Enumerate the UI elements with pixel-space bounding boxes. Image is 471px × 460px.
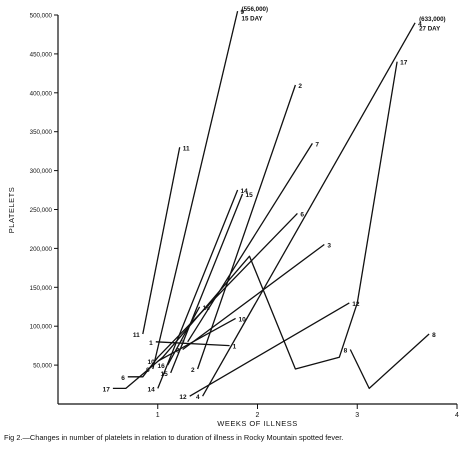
- chart-annotation: (633,000): [419, 16, 446, 23]
- series-label-start-15: 15: [160, 371, 168, 378]
- series-line-9: [152, 10, 239, 370]
- chart-annotation: 27 DAY: [419, 26, 441, 33]
- series-label-end-6: 6: [300, 211, 304, 218]
- series-line-14: [157, 189, 239, 389]
- series-line-8: [349, 333, 430, 390]
- series-line-7: [187, 143, 313, 343]
- series-label-end-11: 11: [183, 145, 190, 152]
- x-tick-label: 2: [256, 412, 260, 419]
- series-label-start-14: 14: [148, 386, 156, 393]
- series-label-end-17: 17: [400, 60, 408, 67]
- y-tick-label: 400,000: [30, 90, 53, 97]
- series-label-end-16: 16: [203, 305, 211, 312]
- y-tick-label: 350,000: [30, 129, 53, 136]
- series-line-11: [142, 147, 181, 335]
- series-line-17: [112, 61, 398, 390]
- series-label-end-15: 15: [246, 192, 254, 199]
- series-line-4: [202, 22, 416, 397]
- series-label-start-9: 9: [146, 367, 150, 374]
- series-label-start-8: 8: [344, 348, 348, 355]
- series-label-end-4: 4: [418, 21, 422, 28]
- y-tick-label: 150,000: [30, 285, 53, 292]
- platelet-chart: 50,000 100,000 150,000 200,000 250,000 300,00…: [7, 6, 459, 428]
- series-label-start-17: 17: [103, 386, 111, 393]
- series-line-1: [155, 341, 230, 347]
- y-tick-label: 500,000: [30, 13, 53, 20]
- y-tick-label: 50,000: [33, 363, 52, 370]
- x-tick-label: 1: [156, 412, 160, 419]
- series-label-end-7: 7: [315, 141, 319, 148]
- series-label-end-8: 8: [432, 332, 436, 339]
- series-label-start-12: 12: [179, 394, 187, 401]
- series-label-start-3: 3: [176, 348, 180, 355]
- series-label-end-14: 14: [241, 188, 249, 195]
- x-axis-title: WEEKS OF ILLNESS: [217, 419, 298, 428]
- series-label-start-6: 6: [121, 375, 125, 382]
- series-label-start-2: 2: [191, 367, 195, 374]
- x-tick-label: 4: [455, 412, 459, 419]
- series-label-start-11: 11: [133, 332, 140, 339]
- series-label-end-10: 10: [239, 316, 247, 323]
- series-label-end-3: 3: [327, 243, 331, 250]
- y-tick-label: 200,000: [30, 246, 53, 253]
- series-label-start-1: 1: [149, 340, 153, 347]
- series-line-6: [127, 212, 298, 378]
- series-line-3: [182, 243, 325, 351]
- y-axis-title: PLATELETS: [7, 187, 16, 233]
- series-label-end-9: 9: [241, 9, 245, 16]
- y-tick-label: 100,000: [30, 324, 53, 331]
- chart-annotation: (556,000): [242, 6, 268, 13]
- series-label-end-2: 2: [298, 83, 302, 90]
- series-label-start-4: 4: [196, 394, 200, 401]
- series-line-12: [189, 302, 350, 397]
- y-tick-label: 250,000: [30, 207, 53, 214]
- y-tick-label: 450,000: [30, 51, 53, 58]
- series-line-10: [157, 317, 236, 362]
- series-line-2: [196, 84, 297, 370]
- series-line-15: [170, 193, 244, 374]
- chart-annotation: 15 DAY: [242, 15, 264, 22]
- x-tick-label: 3: [355, 412, 359, 419]
- series-label-start-16: 16: [157, 363, 165, 370]
- y-tick-label: 300,000: [30, 168, 53, 175]
- series-label-start-10: 10: [148, 359, 156, 366]
- series-line-16: [167, 306, 201, 366]
- series-label-end-1: 1: [233, 344, 237, 351]
- series-label-end-12: 12: [352, 301, 360, 308]
- figure-caption: Fig 2.—Changes in number of platelets in…: [4, 433, 344, 442]
